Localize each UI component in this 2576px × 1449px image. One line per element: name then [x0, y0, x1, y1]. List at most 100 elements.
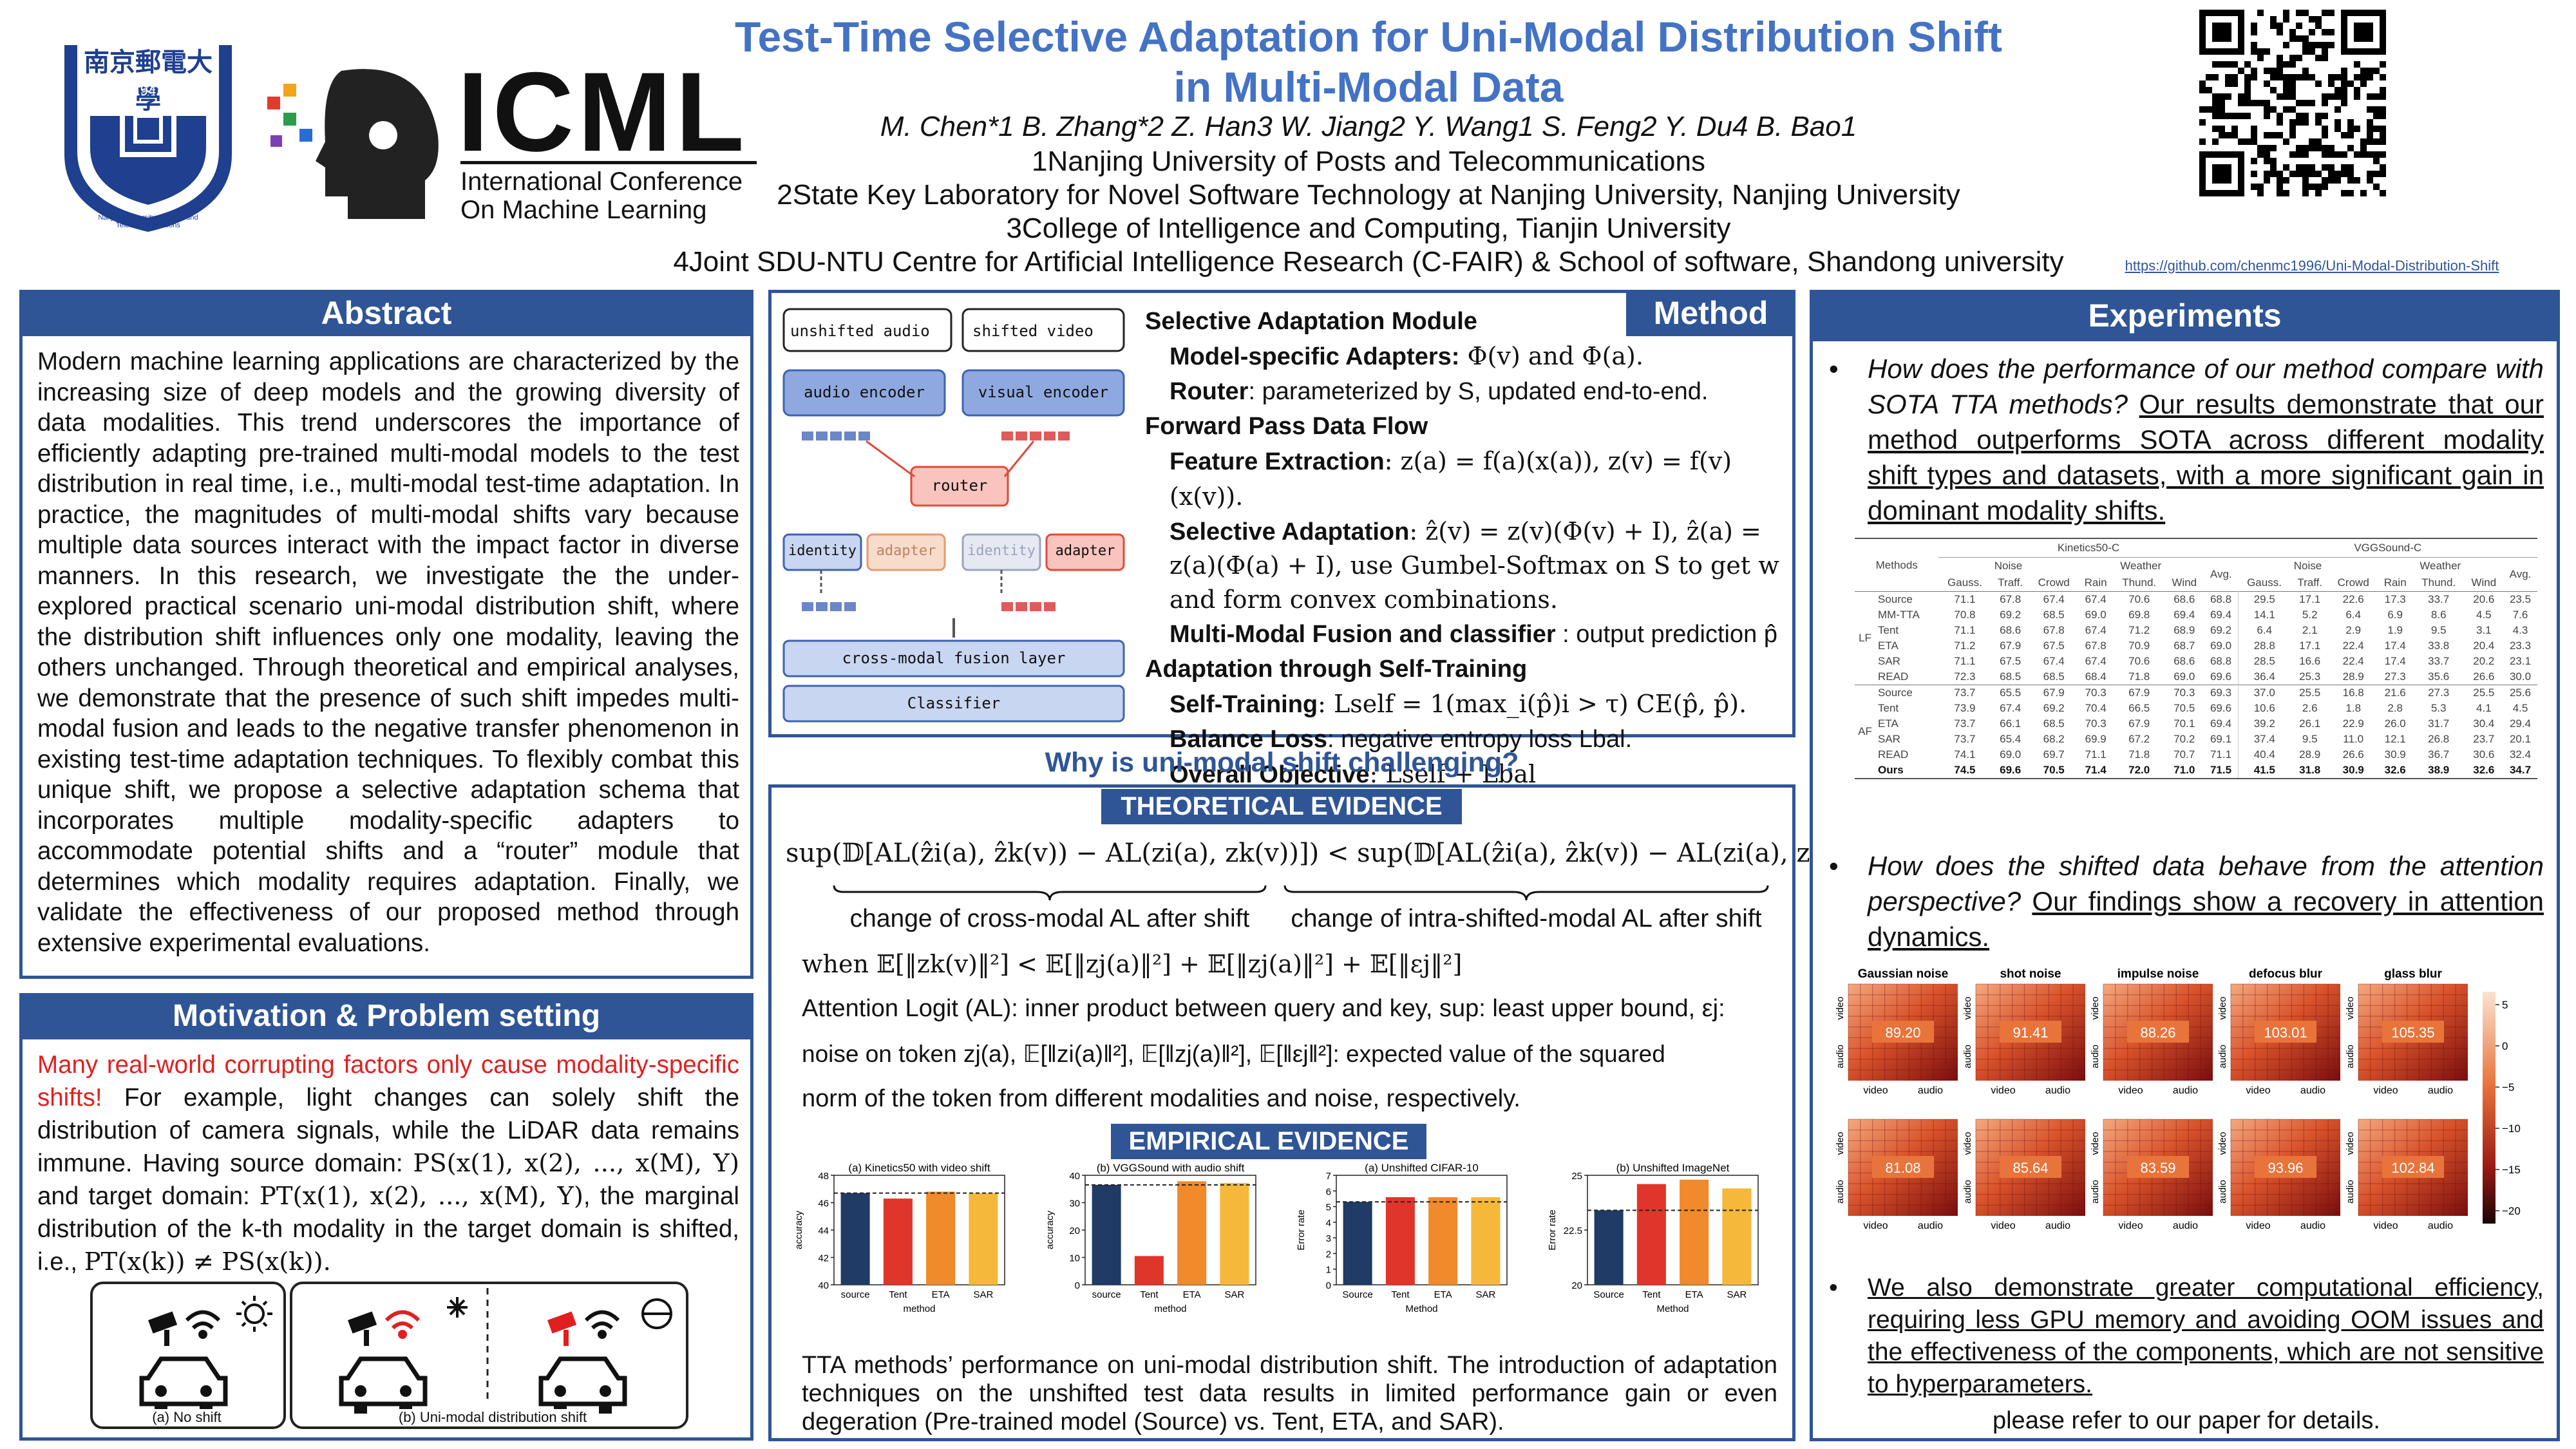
- column-header: Wind: [2471, 576, 2497, 589]
- y-tick-label: 5: [1326, 1202, 1331, 1213]
- table-cell: 28.9: [2342, 670, 2364, 683]
- table-cell: 68.5: [2000, 670, 2022, 683]
- table-cell: 12.1: [2384, 733, 2406, 745]
- table-cell: 25.5: [2299, 687, 2321, 699]
- y-tick-label: 42: [818, 1253, 829, 1264]
- table-cell: 69.8: [2128, 609, 2150, 621]
- univ-chinese-name: 南京郵電大學: [77, 41, 219, 116]
- axis-label-video: video: [2345, 1132, 2356, 1155]
- experiments-q2: • How does the shifted data behave from …: [1829, 848, 2544, 954]
- table-cell: 69.7: [2043, 748, 2065, 761]
- heatmap-title: Gaussian noise: [1858, 967, 1948, 981]
- table-cell: 25.3: [2299, 670, 2321, 683]
- y-axis-label: Error rate: [1296, 1209, 1307, 1250]
- axis-label-video: video: [1863, 1085, 1888, 1096]
- column-header: Rain: [2084, 576, 2107, 589]
- x-tick-label: Tent: [1391, 1289, 1410, 1300]
- qr-code[interactable]: [2196, 6, 2389, 245]
- bar-Tent: [1134, 1256, 1164, 1285]
- heatmap-value: 81.08: [1885, 1160, 1920, 1176]
- x-tick-label: ETA: [1183, 1289, 1201, 1300]
- axis-label-video: video: [2373, 1085, 2398, 1096]
- table-cell: 71.0: [2174, 764, 2195, 776]
- table-cell: 30.9: [2342, 764, 2364, 776]
- table-cell: 70.9: [2128, 639, 2150, 652]
- y-tick-label: 22.5: [1564, 1226, 1582, 1236]
- heatmap-title: impulse noise: [2117, 967, 2199, 981]
- table-cell: 4.5: [2512, 702, 2528, 714]
- y-tick-label: 30: [1069, 1198, 1080, 1209]
- heatmap-value-bg: [1872, 1156, 1934, 1178]
- table-cell: 71.8: [2128, 748, 2150, 761]
- axis-label-video: video: [2090, 1132, 2101, 1155]
- table-cell: 22.9: [2342, 717, 2364, 730]
- table-row: ETA 73.7 66.1 68.5 70.3 67.9 70.1 69.4 39.2 26.1 2…: [1855, 716, 2537, 732]
- table-cell: 73.9: [1954, 702, 1976, 714]
- table-cell: 32.6: [2473, 764, 2495, 776]
- table-cell: 9.5: [2430, 624, 2447, 636]
- bar-SAR: [969, 1193, 998, 1285]
- heatmap-value-bg: [2000, 1156, 2061, 1178]
- table-cell: 69.0: [2174, 670, 2195, 683]
- bullet-icon: •: [1829, 1274, 1838, 1302]
- wifi-shifted-icon: [384, 1310, 421, 1339]
- table-cell: 16.6: [2299, 655, 2321, 667]
- table-cell: 23.7: [2473, 733, 2495, 745]
- table-cell: 68.7: [2174, 639, 2195, 652]
- table-cell: 67.9: [2128, 717, 2150, 730]
- table-cell: 30.0: [2509, 670, 2532, 683]
- axis-label-video: video: [1835, 1132, 1846, 1155]
- x-tick-label: Source: [1342, 1289, 1373, 1300]
- table-cell: 20.6: [2473, 593, 2495, 605]
- table-cell: 68.8: [2204, 654, 2239, 669]
- abstract-title: Abstract: [19, 290, 753, 336]
- table-cell: 68.6: [2174, 655, 2195, 667]
- heatmap-value-bg: [2000, 1021, 2061, 1043]
- table-cell: 2.1: [2302, 624, 2318, 636]
- table-cell: 65.4: [2000, 733, 2022, 745]
- axis-label-video: video: [1991, 1085, 2015, 1096]
- table-cell: 73.7: [1954, 687, 1976, 699]
- table-cell: 32.4: [2509, 748, 2532, 761]
- y-tick-label: 40: [818, 1280, 829, 1291]
- y-axis-label: accuracy: [1045, 1210, 1056, 1249]
- method-name: READ: [1878, 748, 1909, 761]
- x-tick-label: SAR: [1727, 1289, 1747, 1300]
- caption-unimodal-shift: (b) Uni-modal distribution shift: [393, 1409, 592, 1426]
- axis-label-video: video: [1835, 997, 1846, 1020]
- bar-source: [1092, 1184, 1121, 1285]
- table-cell: 70.1: [2174, 717, 2195, 730]
- table-cell: 1.9: [2387, 624, 2403, 636]
- table-cell: 30.4: [2473, 717, 2495, 730]
- heatmap-value: 85.64: [2012, 1160, 2048, 1176]
- x-tick-label: Source: [1593, 1289, 1624, 1300]
- table-cell: 69.0: [2085, 609, 2107, 621]
- heatmap-value: 105.35: [2391, 1025, 2434, 1041]
- column-header: Thund.: [2421, 576, 2456, 589]
- table-cell: 29.4: [2509, 717, 2532, 730]
- table-cell: 40.4: [2253, 748, 2275, 761]
- heatmap-value: 102.84: [2391, 1160, 2434, 1176]
- colorbar-label: 5: [2502, 999, 2508, 1011]
- colorbar-label: −15: [2502, 1164, 2521, 1176]
- table-cell: 23.5: [2509, 593, 2532, 605]
- table-cell: 33.8: [2428, 639, 2450, 652]
- adapter-label-2: adapter: [1055, 543, 1115, 559]
- chart-title: (a) Kinetics50 with video shift: [848, 1162, 990, 1174]
- table-cell: 73.7: [1954, 717, 1976, 730]
- table-cell: 36.7: [2428, 748, 2450, 761]
- x-tick-label: ETA: [1685, 1289, 1703, 1300]
- table-cell: 71.1: [1954, 655, 1976, 667]
- table-cell: 22.6: [2342, 593, 2364, 605]
- table-cell: 67.5: [2043, 639, 2065, 652]
- table-cell: 71.1: [2204, 747, 2239, 762]
- x-axis-label: method: [903, 1303, 935, 1314]
- table-cell: 17.1: [2299, 639, 2321, 652]
- axis-label-audio: audio: [2428, 1085, 2453, 1096]
- heatmap-value: 91.41: [2012, 1025, 2048, 1041]
- brace-label-intra: change of intra-shifted-modal AL after s…: [1291, 905, 1762, 933]
- table-cell: 21.6: [2384, 687, 2406, 699]
- table-cell: 37.4: [2253, 733, 2275, 745]
- table-cell: 70.8: [1954, 609, 1976, 621]
- github-link[interactable]: https://github.com/chenmc1996/Uni-Modal-…: [2125, 258, 2499, 274]
